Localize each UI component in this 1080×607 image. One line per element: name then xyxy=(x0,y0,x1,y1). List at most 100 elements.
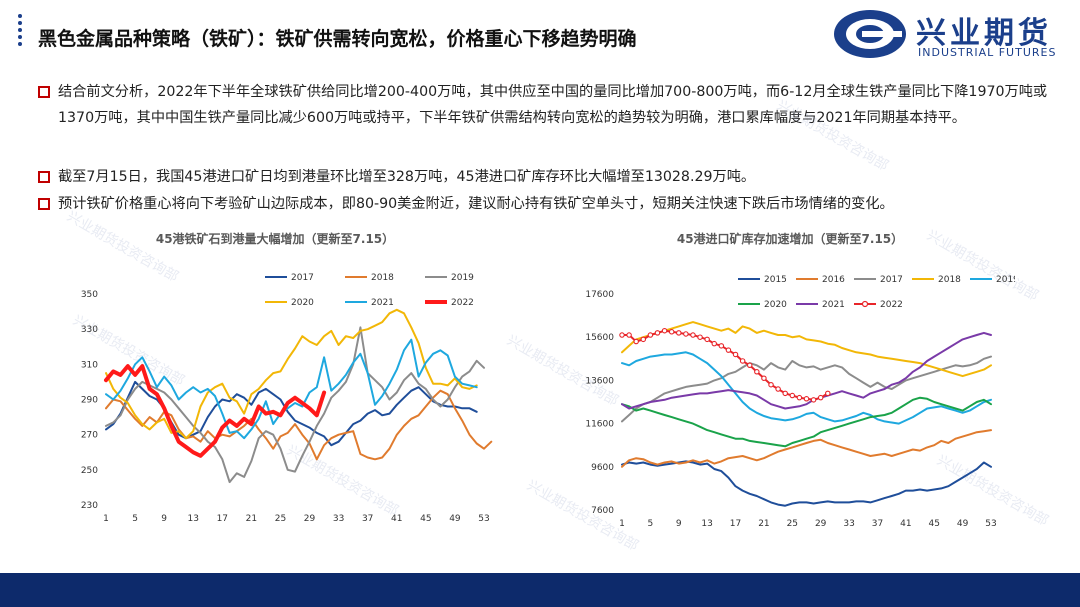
y-tick-label: 7600 xyxy=(591,506,614,516)
y-tick-label: 310 xyxy=(81,360,98,370)
x-tick-label: 33 xyxy=(333,514,344,524)
series-marker xyxy=(697,334,703,340)
series-marker xyxy=(739,358,746,364)
series-marker xyxy=(782,390,788,397)
legend-label: 2018 xyxy=(371,273,394,283)
series-line-2018 xyxy=(105,389,493,461)
legend-label: 2019 xyxy=(996,275,1015,285)
x-tick-label: 41 xyxy=(391,514,402,524)
series-marker xyxy=(803,396,810,402)
series-line-2015 xyxy=(621,460,992,507)
series-marker xyxy=(647,332,654,338)
series-marker xyxy=(775,386,781,392)
legend-label: 2020 xyxy=(291,298,314,308)
series-marker xyxy=(619,332,625,338)
series-marker xyxy=(704,336,710,343)
logo-text-en: INDUSTRIAL FUTURES xyxy=(918,46,1057,59)
legend-label: 2015 xyxy=(764,275,787,285)
y-tick-label: 9600 xyxy=(591,463,614,473)
x-tick-label: 25 xyxy=(275,514,286,524)
series-line-2018 xyxy=(621,321,992,378)
series-marker xyxy=(633,338,639,345)
y-tick-label: 17600 xyxy=(585,290,614,300)
bullet-text: 结合前文分析，2022年下半年全球铁矿供给同比增200-400万吨，其中供应至中… xyxy=(58,84,1048,126)
x-tick-label: 49 xyxy=(449,514,461,524)
x-tick-label: 25 xyxy=(787,519,798,529)
inventory-chart: 45港进口矿库存加速增加（更新至7.15） 2015 2016 2017 2018 20… xyxy=(585,231,1015,529)
x-tick-label: 49 xyxy=(957,519,969,529)
x-tick-label: 21 xyxy=(758,519,769,529)
series-line-2020 xyxy=(105,308,478,440)
series-marker xyxy=(732,351,739,358)
bullet-item: 结合前文分析，2022年下半年全球铁矿供给同比增200-400万吨，其中供应至中… xyxy=(38,79,1058,131)
x-tick-label: 29 xyxy=(815,519,827,529)
series-marker xyxy=(825,390,831,397)
series-marker xyxy=(746,362,753,369)
x-tick-label: 5 xyxy=(132,514,138,524)
x-tick-label: 13 xyxy=(188,514,199,524)
series-marker xyxy=(817,394,824,401)
series-marker xyxy=(711,340,718,347)
x-tick-label: 1 xyxy=(619,519,625,529)
chart-title: 45港进口矿库存加速增加（更新至7.15） xyxy=(677,231,903,246)
y-tick-label: 230 xyxy=(81,501,98,511)
series-line-2022 xyxy=(104,364,327,458)
y-tick-label: 250 xyxy=(81,466,98,476)
y-tick-label: 330 xyxy=(81,325,98,335)
y-tick-label: 15600 xyxy=(585,333,614,343)
legend-label: 2022 xyxy=(451,298,474,308)
x-tick-label: 21 xyxy=(246,514,257,524)
x-tick-label: 33 xyxy=(843,519,854,529)
legend-label: 2021 xyxy=(371,298,394,308)
series-marker xyxy=(661,327,668,334)
series-marker xyxy=(676,330,682,336)
x-tick-label: 41 xyxy=(900,519,911,529)
series-line-2021 xyxy=(621,331,992,410)
logo-text-cn: 兴业期货 xyxy=(916,16,1052,51)
bullet-square-icon xyxy=(38,198,50,210)
y-tick-label: 290 xyxy=(81,396,98,406)
series-line-2019 xyxy=(105,326,485,484)
legend-marker xyxy=(861,300,869,308)
bullet-text: 预计铁矿价格重心将向下考验矿山边际成本，即80-90美金附近，建议耐心持有铁矿空… xyxy=(58,196,894,212)
series-marker xyxy=(789,392,796,399)
y-tick-label: 11600 xyxy=(585,420,614,430)
legend-label: 2016 xyxy=(822,275,845,285)
bullet-square-icon xyxy=(38,171,50,183)
x-tick-label: 53 xyxy=(985,519,996,529)
legend-label: 2017 xyxy=(880,275,903,285)
x-tick-label: 9 xyxy=(161,514,167,524)
x-tick-label: 45 xyxy=(420,514,431,524)
x-tick-label: 29 xyxy=(304,514,316,524)
series-marker xyxy=(690,332,696,338)
page-title: 黑色金属品种策略（铁矿）：铁矿供需转向宽松，价格重心下移趋势明确 xyxy=(38,28,637,50)
legend-label: 2019 xyxy=(451,273,474,283)
series-marker xyxy=(718,343,725,349)
series-marker xyxy=(796,394,803,401)
x-tick-label: 37 xyxy=(872,519,883,529)
series-line-2017 xyxy=(621,355,992,423)
series-line-2016 xyxy=(621,429,992,468)
series-line-2021 xyxy=(105,338,478,440)
series-marker xyxy=(768,381,774,388)
x-tick-label: 1 xyxy=(103,514,109,524)
company-logo: 兴业期货 INDUSTRIAL FUTURES xyxy=(832,6,1062,62)
legend-label: 2017 xyxy=(291,273,314,283)
y-tick-label: 350 xyxy=(81,290,98,300)
x-tick-label: 45 xyxy=(929,519,940,529)
series-marker xyxy=(683,331,689,337)
footer-bar xyxy=(0,573,1080,607)
y-tick-label: 270 xyxy=(81,431,98,441)
series-marker xyxy=(725,347,732,353)
series-marker xyxy=(761,375,767,381)
series-line-2022 xyxy=(621,329,829,401)
bullet-item: 截至7月15日，我国45港进口矿日均到港量环比增至328万吨，45港进口矿库存环… xyxy=(38,164,1058,190)
logo-emblem-icon xyxy=(834,10,906,58)
bullet-item: 预计铁矿价格重心将向下考验矿山边际成本，即80-90美金附近，建议耐心持有铁矿空… xyxy=(38,191,1058,217)
bullet-text: 截至7月15日，我国45港进口矿日均到港量环比增至328万吨，45港进口矿库存环… xyxy=(58,169,756,185)
x-tick-label: 17 xyxy=(217,514,228,524)
x-tick-label: 17 xyxy=(730,519,741,529)
series-line-2020 xyxy=(621,396,992,448)
legend-label: 2022 xyxy=(880,300,903,310)
legend-label: 2018 xyxy=(938,275,961,285)
